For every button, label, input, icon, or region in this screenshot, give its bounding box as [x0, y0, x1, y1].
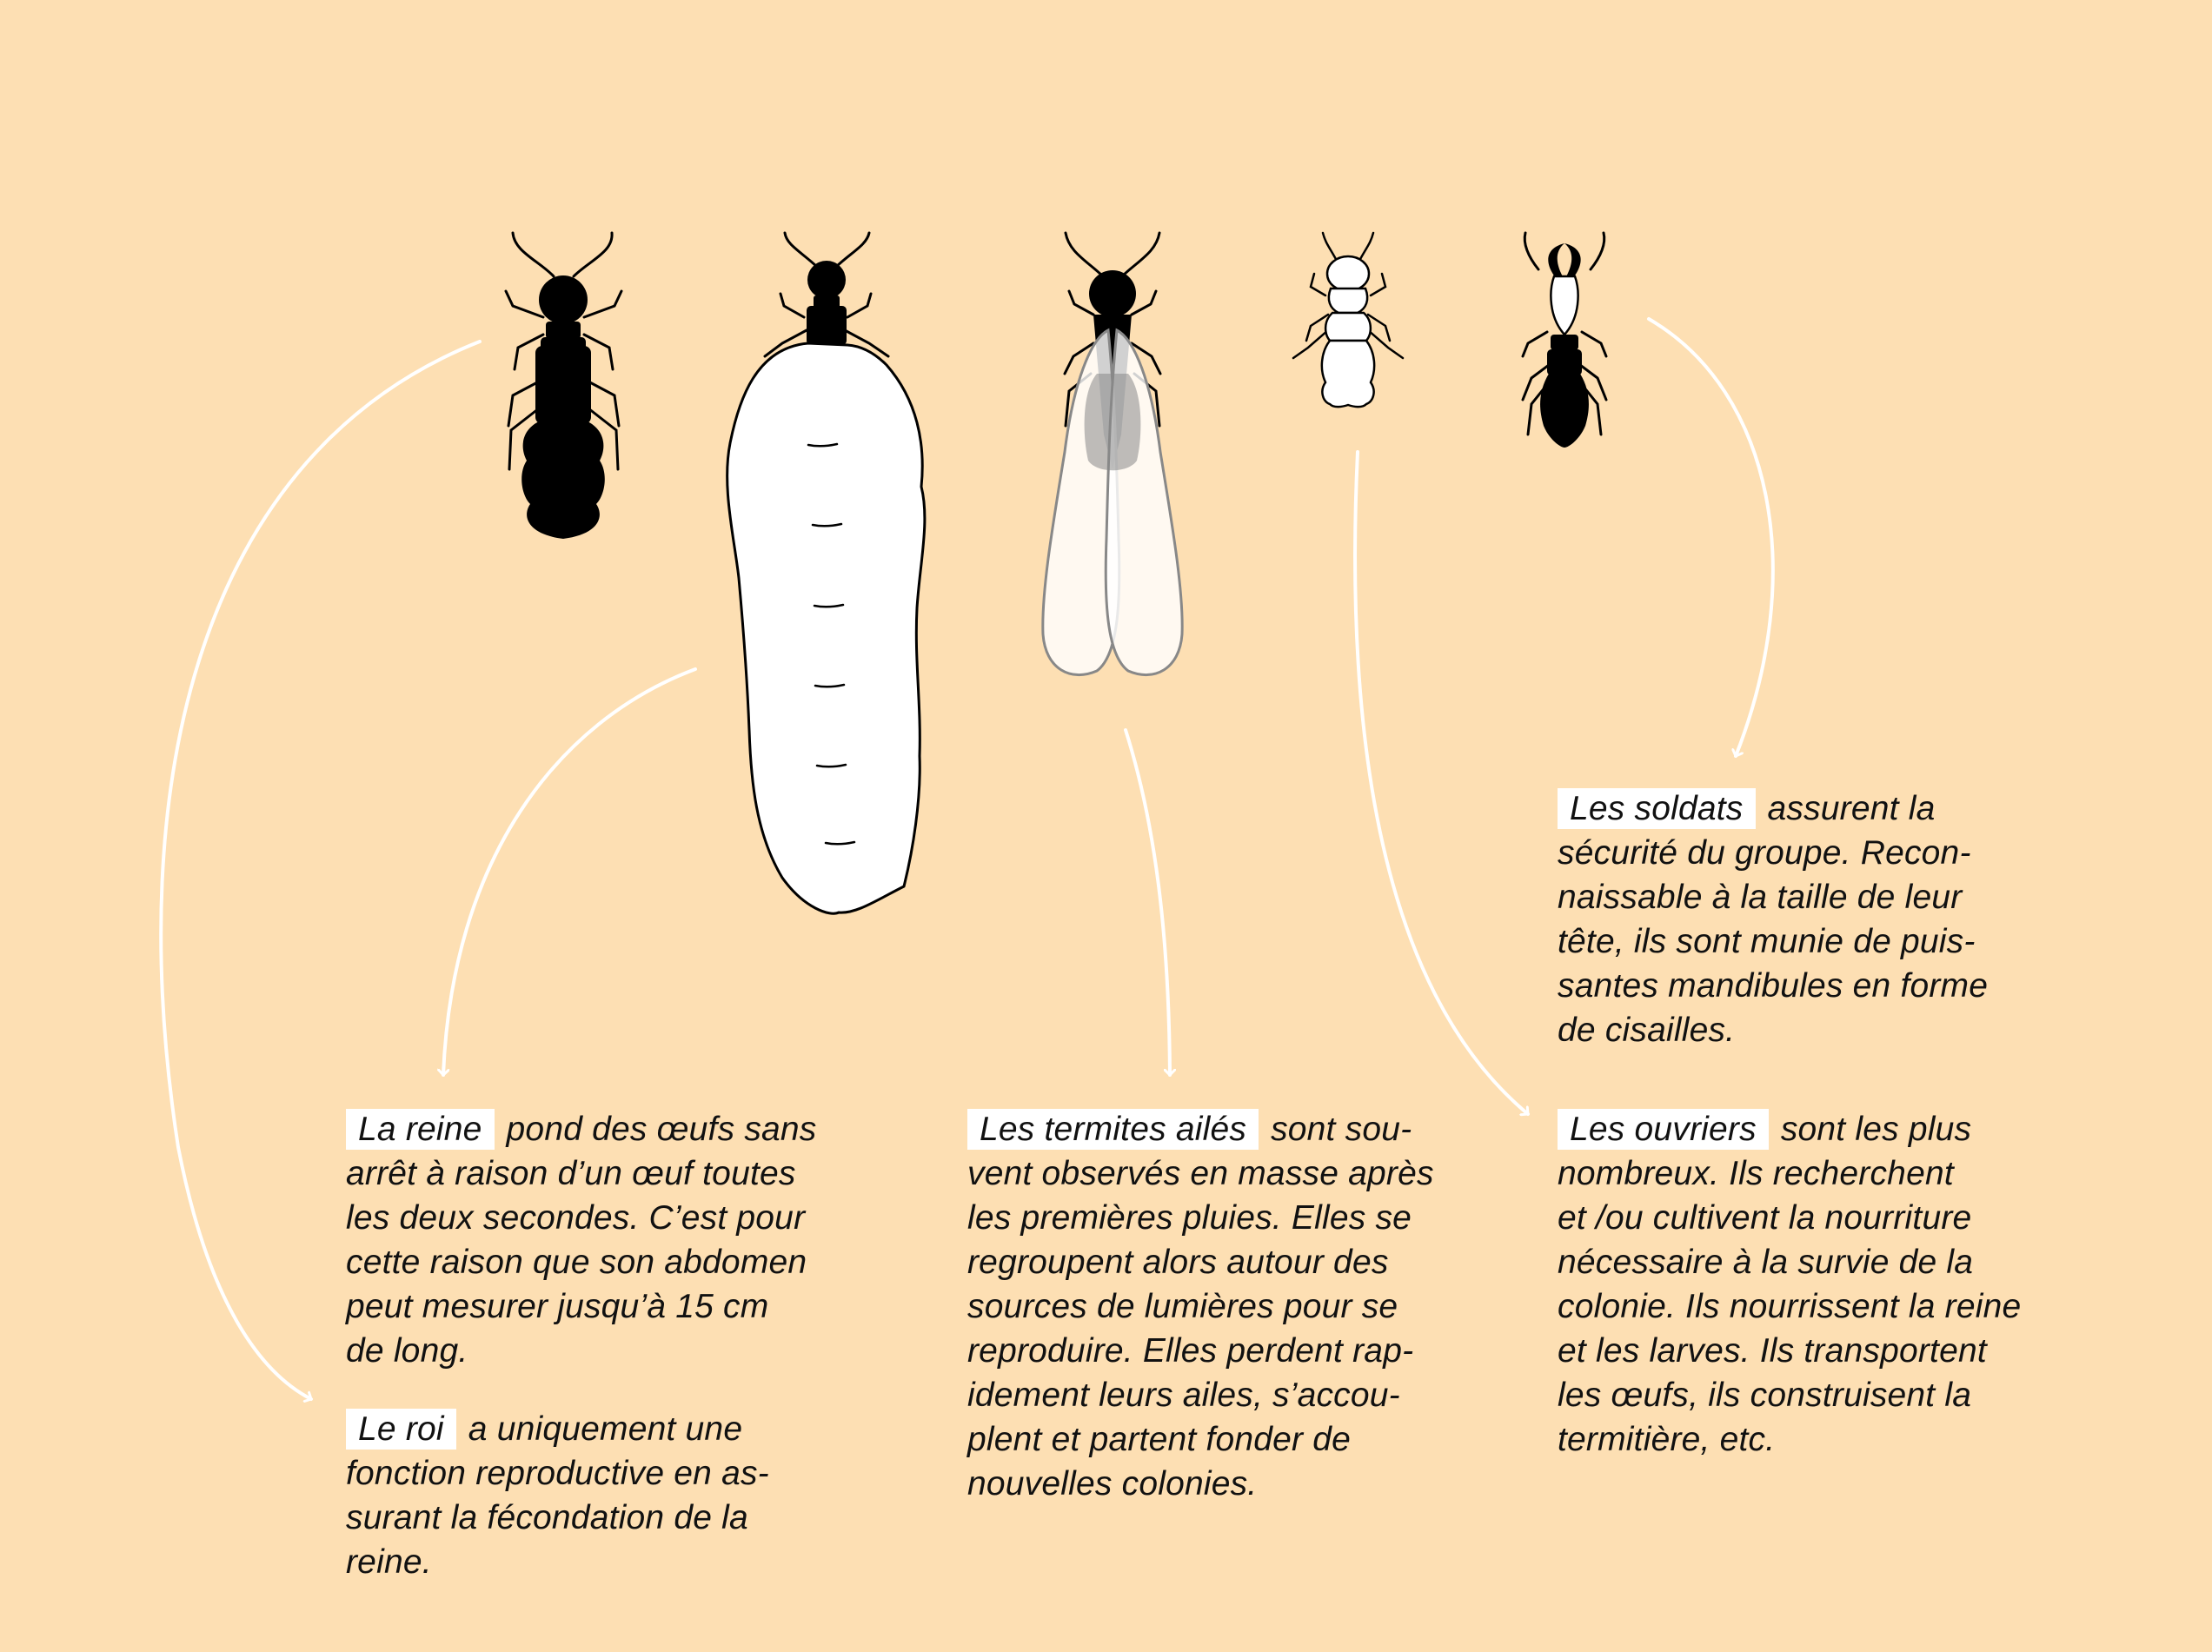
arrows [159, 317, 1775, 1399]
arrow-king-to-roi [159, 340, 482, 1399]
label-soldats: Les soldats [1558, 788, 1756, 829]
text-roi: a uniquement une fonction reproductive e… [346, 1410, 769, 1581]
label-reine: La reine [346, 1109, 495, 1150]
soldier-head [1550, 275, 1579, 336]
arrow-queen-to-reine [443, 667, 697, 1077]
arrow-winged-to-ailes [1124, 728, 1170, 1077]
label-ailes: Les termites ailés [967, 1109, 1259, 1150]
worker-icon [1292, 231, 1405, 408]
caption-ailes: Les termites ailés sont sou- vent observé… [967, 1107, 1434, 1506]
soldier-mandible-left [1548, 243, 1564, 280]
arrow-soldier-to-soldats [1647, 317, 1775, 758]
soldier-icon [1521, 231, 1608, 448]
label-roi: Le roi [346, 1409, 456, 1450]
text-reine: pond des œufs sans arrêt à raison d’un œ… [346, 1111, 817, 1370]
text-ailes: sont sou- vent observés en masse après l… [967, 1111, 1434, 1503]
winged-termite-icon [1041, 231, 1184, 676]
label-ouvriers: Les ouvriers [1558, 1109, 1769, 1150]
caption-reine: La reine pond des œufs sans arrêt à raiso… [346, 1107, 817, 1373]
caption-soldats: Les soldats assurent la sécurité du group… [1558, 786, 1988, 1052]
text-soldats: assurent la sécurité du groupe. Recon- n… [1558, 790, 1989, 1049]
soldier-mandible-right [1564, 243, 1581, 280]
queen-abdomen [726, 342, 927, 915]
arrow-worker-to-ouvriers [1353, 450, 1530, 1114]
text-ouvriers: sont les plus nombreux. Ils recherchent … [1558, 1111, 2022, 1458]
caption-ouvriers: Les ouvriers sont les plus nombreux. Ils … [1558, 1107, 2021, 1462]
queen-icon [726, 231, 927, 915]
king-icon [504, 231, 623, 539]
caption-roi: Le roi a uniquement une fonction reproduc… [346, 1407, 769, 1584]
